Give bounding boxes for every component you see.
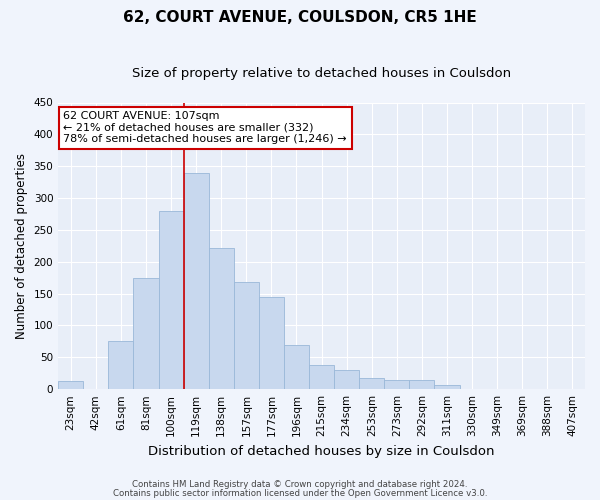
Y-axis label: Number of detached properties: Number of detached properties	[15, 153, 28, 339]
Bar	[259, 297, 284, 389]
Bar	[434, 384, 460, 389]
Bar	[184, 172, 209, 389]
Bar	[133, 278, 158, 389]
Text: Contains public sector information licensed under the Open Government Licence v3: Contains public sector information licen…	[113, 488, 487, 498]
Bar	[284, 344, 309, 389]
Bar	[409, 380, 434, 389]
Bar	[309, 365, 334, 389]
Text: 62, COURT AVENUE, COULSDON, CR5 1HE: 62, COURT AVENUE, COULSDON, CR5 1HE	[123, 10, 477, 25]
Bar	[209, 248, 234, 389]
X-axis label: Distribution of detached houses by size in Coulsdon: Distribution of detached houses by size …	[148, 444, 495, 458]
Bar	[234, 282, 259, 389]
Text: Contains HM Land Registry data © Crown copyright and database right 2024.: Contains HM Land Registry data © Crown c…	[132, 480, 468, 489]
Bar	[359, 378, 385, 389]
Bar	[334, 370, 359, 389]
Bar	[58, 381, 83, 389]
Title: Size of property relative to detached houses in Coulsdon: Size of property relative to detached ho…	[132, 68, 511, 80]
Bar	[385, 380, 409, 389]
Bar	[158, 211, 184, 389]
Text: 62 COURT AVENUE: 107sqm
← 21% of detached houses are smaller (332)
78% of semi-d: 62 COURT AVENUE: 107sqm ← 21% of detache…	[64, 111, 347, 144]
Bar	[109, 342, 133, 389]
